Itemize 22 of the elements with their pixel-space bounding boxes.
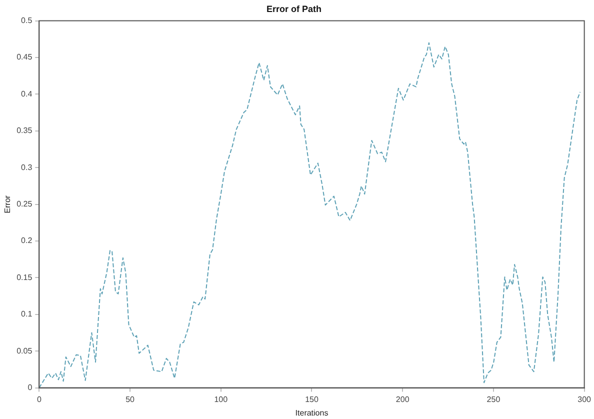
chart-title: Error of Path bbox=[266, 4, 322, 14]
line-series bbox=[39, 42, 581, 388]
x-axis-title: Iterations bbox=[295, 408, 328, 418]
y-tick-label: 0.3 bbox=[21, 162, 33, 172]
x-tick-label: 300 bbox=[578, 394, 592, 404]
y-tick-label: 0.4 bbox=[21, 89, 33, 98]
y-tick-label: 0.15 bbox=[16, 272, 33, 282]
y-tick-label: 0.35 bbox=[16, 126, 33, 136]
x-tick-label: 50 bbox=[126, 394, 136, 404]
x-tick-label: 250 bbox=[486, 394, 501, 404]
x-tick-label: 200 bbox=[396, 394, 410, 404]
y-tick-label: 0.2 bbox=[21, 236, 33, 246]
y-tick-label: 0.1 bbox=[21, 310, 33, 319]
y-tick-label: 0 bbox=[28, 383, 33, 392]
y-tick-label: 0.25 bbox=[16, 200, 33, 209]
x-tick-label: 150 bbox=[305, 394, 319, 404]
y-tick-label: 0.45 bbox=[16, 52, 33, 62]
y-axis-title: Error bbox=[3, 195, 12, 214]
x-tick-label: 0 bbox=[36, 394, 42, 404]
y-tick-label: 0.5 bbox=[21, 16, 33, 26]
x-tick-label: 100 bbox=[214, 394, 228, 404]
y-tick-label: 0.05 bbox=[16, 346, 33, 356]
